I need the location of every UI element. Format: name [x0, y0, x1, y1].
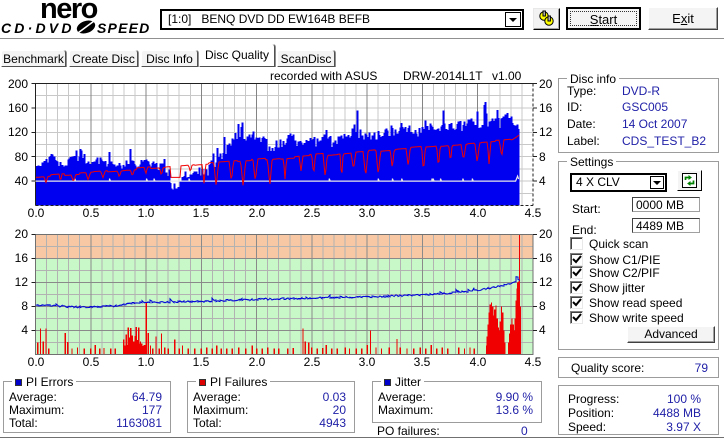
svg-text:3.5: 3.5 — [414, 206, 431, 220]
svg-text:CD·DVD: CD·DVD — [1, 20, 75, 36]
svg-text:12: 12 — [15, 275, 29, 289]
svg-text:40: 40 — [15, 174, 29, 188]
svg-text:1.5: 1.5 — [193, 355, 210, 369]
svg-text:recorded with ASUS: recorded with ASUS — [270, 69, 377, 83]
svg-text:4.0: 4.0 — [470, 355, 487, 369]
svg-text:3.5: 3.5 — [414, 355, 431, 369]
svg-text:3.0: 3.0 — [359, 206, 376, 220]
svg-text:2.5: 2.5 — [304, 355, 321, 369]
svg-text:8: 8 — [21, 299, 28, 313]
svg-text:4.5: 4.5 — [525, 355, 542, 369]
svg-text:1.0: 1.0 — [138, 206, 155, 220]
svg-text:4: 4 — [21, 323, 28, 337]
svg-text:2.5: 2.5 — [304, 206, 321, 220]
svg-text:20: 20 — [539, 77, 553, 91]
svg-text:0.0: 0.0 — [28, 355, 45, 369]
svg-text:4: 4 — [539, 323, 546, 337]
svg-text:1.0: 1.0 — [138, 355, 155, 369]
svg-text:80: 80 — [15, 150, 29, 164]
svg-text:120: 120 — [8, 125, 28, 139]
svg-text:12: 12 — [539, 275, 553, 289]
svg-text:0.5: 0.5 — [83, 206, 100, 220]
svg-text:3.0: 3.0 — [359, 355, 376, 369]
svg-text:4.0: 4.0 — [470, 206, 487, 220]
svg-text:16: 16 — [539, 251, 553, 265]
svg-text:160: 160 — [8, 101, 28, 115]
svg-text:4: 4 — [539, 174, 546, 188]
svg-text:4.5: 4.5 — [525, 206, 542, 220]
svg-text:2.0: 2.0 — [249, 355, 266, 369]
svg-text:200: 200 — [8, 77, 28, 91]
svg-text:8: 8 — [539, 150, 546, 164]
svg-text:12: 12 — [539, 125, 553, 139]
svg-text:16: 16 — [15, 251, 29, 265]
svg-text:0.0: 0.0 — [28, 206, 45, 220]
svg-text:SPEED: SPEED — [97, 20, 150, 36]
svg-text:20: 20 — [15, 227, 29, 241]
svg-text:DRW-2014L1T: DRW-2014L1T — [403, 69, 483, 83]
svg-text:8: 8 — [539, 299, 546, 313]
svg-text:20: 20 — [539, 227, 553, 241]
svg-text:2.0: 2.0 — [249, 206, 266, 220]
svg-text:0.5: 0.5 — [83, 355, 100, 369]
svg-text:v1.00: v1.00 — [492, 69, 522, 83]
svg-text:1.5: 1.5 — [193, 206, 210, 220]
svg-text:16: 16 — [539, 101, 553, 115]
